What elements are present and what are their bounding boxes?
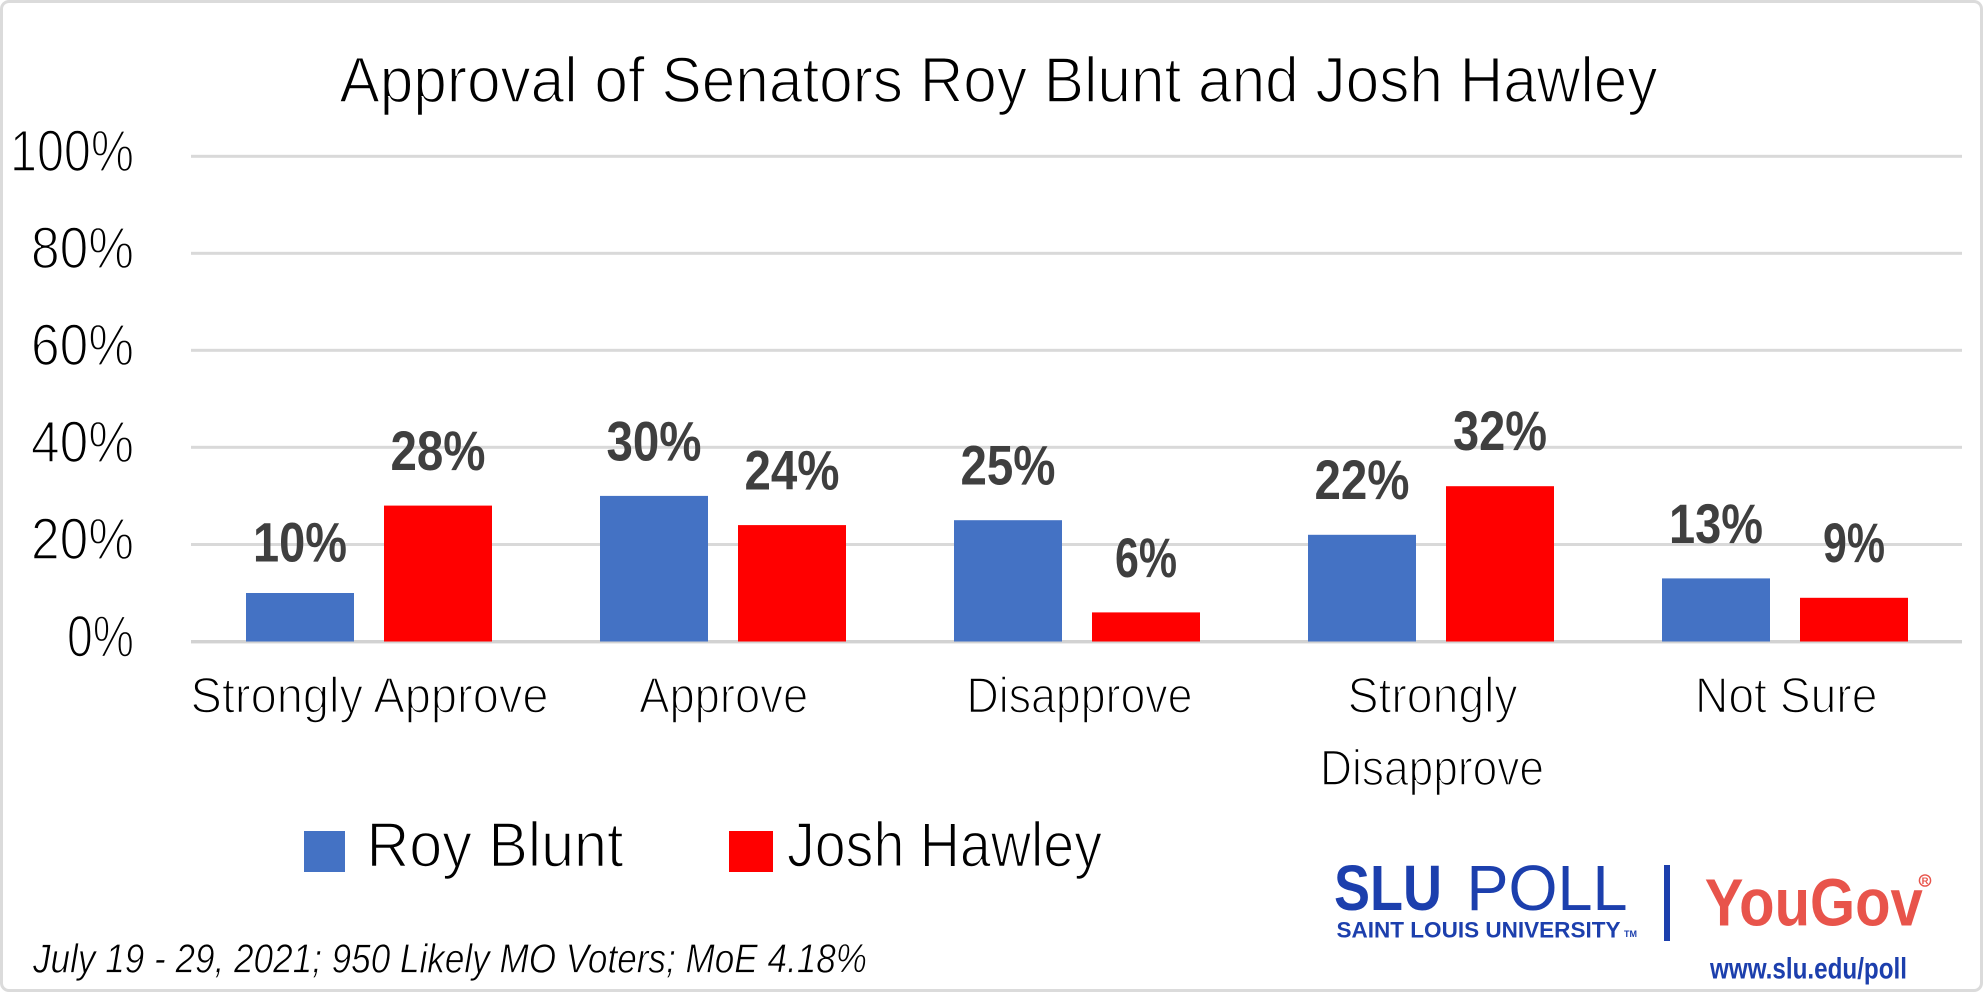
svg-text:SLU: SLU	[1334, 852, 1442, 924]
svg-text:28%: 28%	[391, 419, 486, 482]
svg-text:22%: 22%	[1315, 448, 1410, 511]
svg-text:Approval of Senators Roy Blunt: Approval of Senators Roy Blunt and Josh …	[340, 44, 1658, 116]
svg-text:9%: 9%	[1823, 511, 1885, 574]
svg-text:30%: 30%	[607, 409, 702, 472]
svg-text:TM: TM	[1624, 929, 1637, 939]
svg-text:SAINT LOUIS UNIVERSITY: SAINT LOUIS UNIVERSITY	[1337, 918, 1621, 943]
svg-text:10%: 10%	[253, 511, 347, 574]
svg-text:40%: 40%	[31, 410, 134, 475]
svg-text:25%: 25%	[961, 434, 1056, 497]
svg-text:0%: 0%	[67, 604, 134, 669]
svg-text:POLL: POLL	[1467, 852, 1628, 924]
svg-text:32%: 32%	[1453, 399, 1547, 462]
svg-text:80%: 80%	[31, 216, 134, 281]
svg-text:YouGov: YouGov	[1705, 865, 1923, 940]
svg-text:Disapprove: Disapprove	[967, 667, 1193, 723]
svg-text:Not Sure: Not Sure	[1695, 667, 1878, 723]
svg-text:100%: 100%	[10, 119, 134, 184]
svg-text:Roy Blunt: Roy Blunt	[367, 811, 624, 881]
svg-text:20%: 20%	[31, 507, 134, 572]
svg-text:Strongly Approve: Strongly Approve	[191, 667, 549, 723]
svg-text:www.slu.edu/poll: www.slu.edu/poll	[1709, 953, 1907, 986]
svg-text:6%: 6%	[1115, 526, 1177, 589]
svg-text:Approve: Approve	[639, 667, 808, 723]
svg-text:13%: 13%	[1669, 492, 1763, 555]
svg-text:July 19 - 29, 2021; 950 Likely: July 19 - 29, 2021; 950 Likely MO Voters…	[32, 936, 867, 982]
svg-text:Disapprove: Disapprove	[1320, 740, 1544, 796]
svg-text:Josh Hawley: Josh Hawley	[787, 811, 1102, 881]
svg-text:24%: 24%	[745, 439, 840, 502]
svg-text:R: R	[1922, 876, 1929, 887]
svg-text:Strongly: Strongly	[1348, 667, 1518, 723]
svg-text:60%: 60%	[31, 313, 134, 378]
